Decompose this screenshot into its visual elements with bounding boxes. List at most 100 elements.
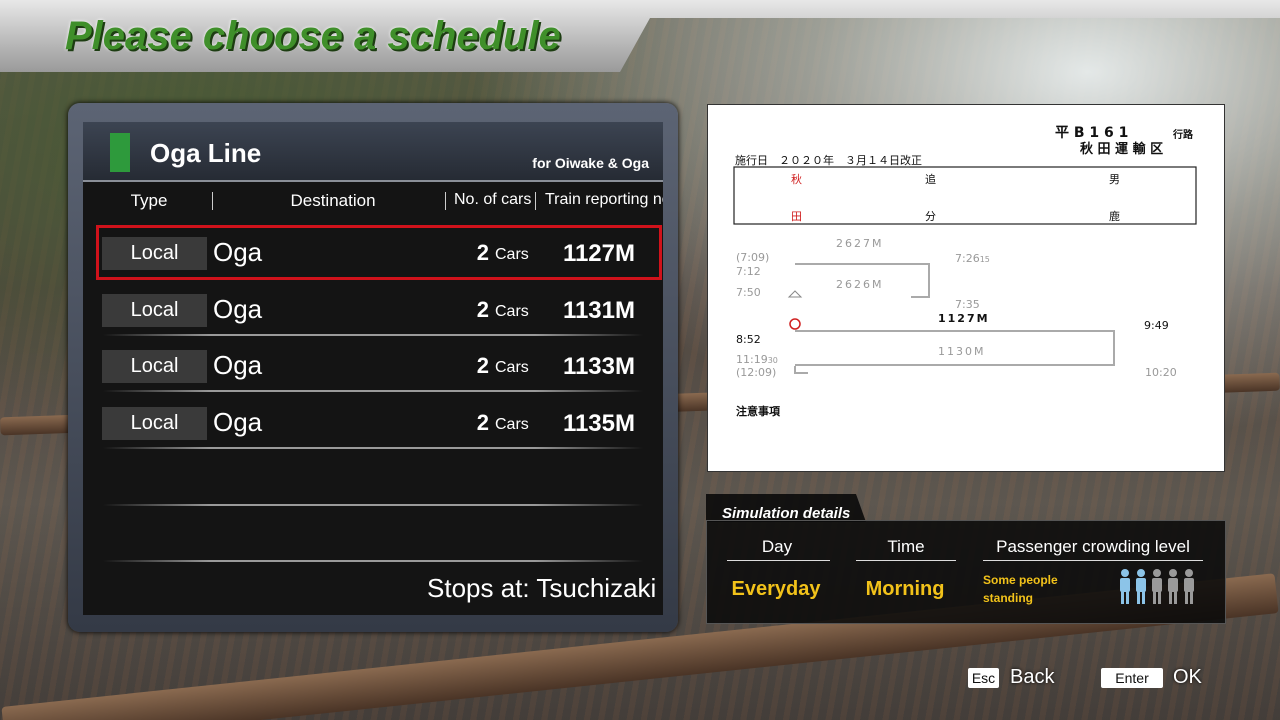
page-title: Please choose a schedule [65,14,561,58]
train-number: 1127M [938,312,990,325]
time: 8:52 [736,333,761,346]
sim-column: Time [887,537,925,556]
time-seconds: 30 [767,356,778,365]
station-char: 田 [791,210,802,223]
control-label[interactable]: OK [1173,666,1202,688]
notes-label: 注意事項 [736,405,780,418]
start-circle [789,318,801,330]
sim-crowding: standing [983,591,1033,605]
line-header: Oga Line for Oiwake & Oga [83,122,663,182]
column-header: No. of cars [454,191,532,208]
time: 9:49 [1144,319,1169,332]
schedule-list: Oga Line for Oiwake & Oga Type Destinati… [83,122,663,615]
time: 7:12 [736,265,761,278]
station-char: 追 [925,173,936,186]
row-divider [103,447,643,449]
crowding-icons [1120,569,1194,604]
line-color [110,133,130,172]
car-unit: Cars [495,302,529,320]
train-number: 1130M [938,345,986,358]
sim-day: Everyday [731,578,821,600]
underline [983,560,1203,561]
train-number: 2627M [836,237,884,250]
sim-column: Day [761,537,793,556]
stops-info: Stops at: Tsuchizaki [427,573,657,603]
station-box [733,166,1197,225]
reporting-number: 1131M [562,296,635,324]
reporting-number: 1135M [562,409,635,437]
time: (7:09) [736,251,770,264]
selection-highlight [96,225,662,280]
train-number: 2626M [836,278,884,291]
destination: Oga [213,350,263,380]
schedule-row[interactable]: Local Oga 2 Cars 1135M [83,396,663,452]
column-header: Train reporting no. [545,191,663,208]
time: 11:19 [736,353,768,366]
time: 11:1930 [736,353,778,366]
column-separator [212,192,213,210]
car-count: 2 [476,353,489,378]
effective-date: 施行日 ２０２０年 ３月１４日改正 [735,154,922,167]
key-cap[interactable]: Enter [1101,668,1163,688]
station-char: 分 [925,210,936,223]
destination: Oga [213,406,263,437]
schedule-row[interactable]: Local Oga 2 Cars 1127M [83,226,663,282]
timetable-sheet: 平 B 1 6 1 行路 秋 田 運 輸 区 施行日 ２０２０年 ３月１４日改正… [707,104,1225,472]
destination: Oga [213,237,263,267]
car-count: 2 [476,240,489,265]
timetable-diagram [733,166,1197,374]
time: (12:09) [736,366,777,379]
car-unit: Cars [495,246,529,263]
sim-tab [706,494,866,522]
sim-title: Simulation details [722,505,851,522]
schedule-panel: Oga Line for Oiwake & Oga Type Destinati… [68,103,678,632]
row-divider [103,560,643,562]
column-separator [445,192,446,210]
reporting-number: 1127M [562,240,635,267]
schedule-row[interactable]: Local Oga 2 Cars 1131M [83,283,663,339]
route-number: 平 B 1 6 1 [1055,125,1129,141]
sim-time: Morning [865,578,945,600]
line-direction: for Oiwake & Oga [532,155,649,171]
time: 7:35 [955,298,980,311]
train-type: Local [102,237,207,270]
triangle [787,290,803,298]
station-char: 鹿 [1109,210,1120,223]
train-type: Local [102,406,207,440]
train-line [794,366,808,374]
train-line [795,330,1115,366]
column-separator [535,192,536,210]
row-divider [103,390,643,392]
key-cap[interactable]: Esc [968,668,999,688]
control-label[interactable]: Back [1010,666,1055,688]
time: 10:20 [1145,366,1177,379]
car-count: 2 [476,296,489,322]
person-icons [1120,569,1194,604]
destination: Oga [213,293,263,324]
car-count: 2 [476,409,489,435]
train-line [795,263,930,298]
row-divider [103,504,643,506]
schedule-row[interactable]: Local Oga 2 Cars 1133M [83,339,663,395]
reporting-number: 1133M [562,353,635,380]
train-type: Local [102,293,207,327]
time: 7:50 [736,286,761,299]
train-type: Local [102,350,207,383]
station-char: 男 [1109,173,1120,186]
line-name: Oga Line [150,138,262,168]
time: 7:2615 [955,252,990,265]
column-header: Destination [290,191,376,210]
time: 7:26 [955,252,980,265]
sim-column: Passenger crowding level [996,537,1190,556]
row-divider [103,334,643,336]
underline [727,560,830,561]
car-unit: Cars [495,359,529,376]
depot: 秋 田 運 輸 区 [1080,142,1164,157]
sim-crowding: Some people [983,573,1058,587]
route-suffix: 行路 [1173,130,1193,141]
car-unit: Cars [495,415,529,433]
column-header: Type [130,191,168,210]
time-seconds: 15 [979,255,990,264]
underline [856,560,956,561]
